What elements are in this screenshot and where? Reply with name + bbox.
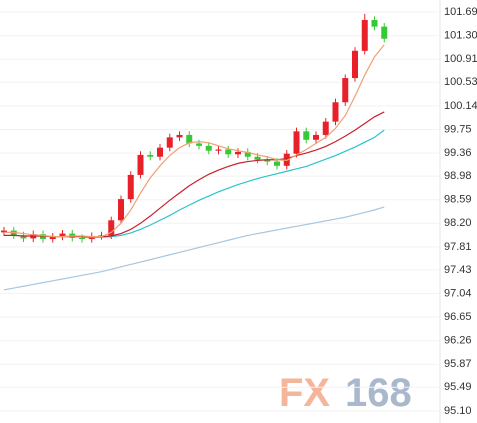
candle-body [381,26,388,39]
candle-body [166,137,173,148]
y-tick-label: 100.14 [444,100,477,112]
candle-body [371,19,378,27]
candle-body [303,131,310,140]
candle-body [196,143,202,146]
y-tick-label: 99.75 [444,123,472,135]
candle-body [79,237,85,240]
y-tick-label: 101.69 [444,6,477,18]
candle-body [361,19,368,51]
candle-body [127,174,134,200]
candle-body [244,151,251,157]
candle-body [332,102,339,122]
candle-body [264,159,271,162]
moving-average-line [82,129,385,238]
moving-average-line [4,44,385,238]
y-tick-label: 97.43 [444,264,472,276]
y-tick-label: 96.26 [444,335,472,347]
y-tick-label: 95.10 [444,405,472,417]
moving-average-line [3,206,385,291]
candle-body [293,131,300,154]
candle-body [225,149,232,155]
candle-body [215,149,222,151]
watermark: FX 168 [279,371,412,415]
candle-body [205,145,212,151]
candle-body [137,154,144,175]
y-tick-label: 97.04 [444,287,472,299]
candle-body [1,230,7,233]
candle-body [98,235,105,237]
candle-body [49,236,56,240]
y-tick-label: 95.87 [444,358,472,370]
watermark-left: FX [279,371,330,415]
candles [1,13,388,243]
candle-body [10,230,17,236]
candle-body [40,234,46,240]
candle-body [108,220,115,236]
candle-body [118,199,124,221]
y-tick-label: 100.53 [444,76,477,88]
y-tick-label: 100.91 [444,53,477,65]
candle-body [59,233,66,237]
y-tick-label: 98.98 [444,170,472,182]
y-tick-label: 97.81 [444,241,472,253]
candle-body [186,134,193,144]
y-tick-label: 101.30 [444,30,477,42]
y-tick-label: 96.65 [444,311,472,323]
candle-body [352,50,358,79]
candle-body [274,161,280,166]
candle-body [313,134,319,140]
candle-body [157,147,163,157]
grid [0,11,440,412]
y-tick-label: 98.59 [444,194,472,206]
candle-body [235,151,241,155]
y-tick-label: 99.36 [444,147,472,159]
candle-body [322,121,329,135]
candle-body [176,134,183,138]
candle-body [20,235,27,239]
y-tick-label: 95.49 [444,381,472,393]
candle-body [147,154,154,157]
watermark-right: 168 [345,371,412,415]
y-tick-label: 98.20 [444,217,472,229]
candle-body [342,78,349,103]
candle-body [254,156,261,160]
